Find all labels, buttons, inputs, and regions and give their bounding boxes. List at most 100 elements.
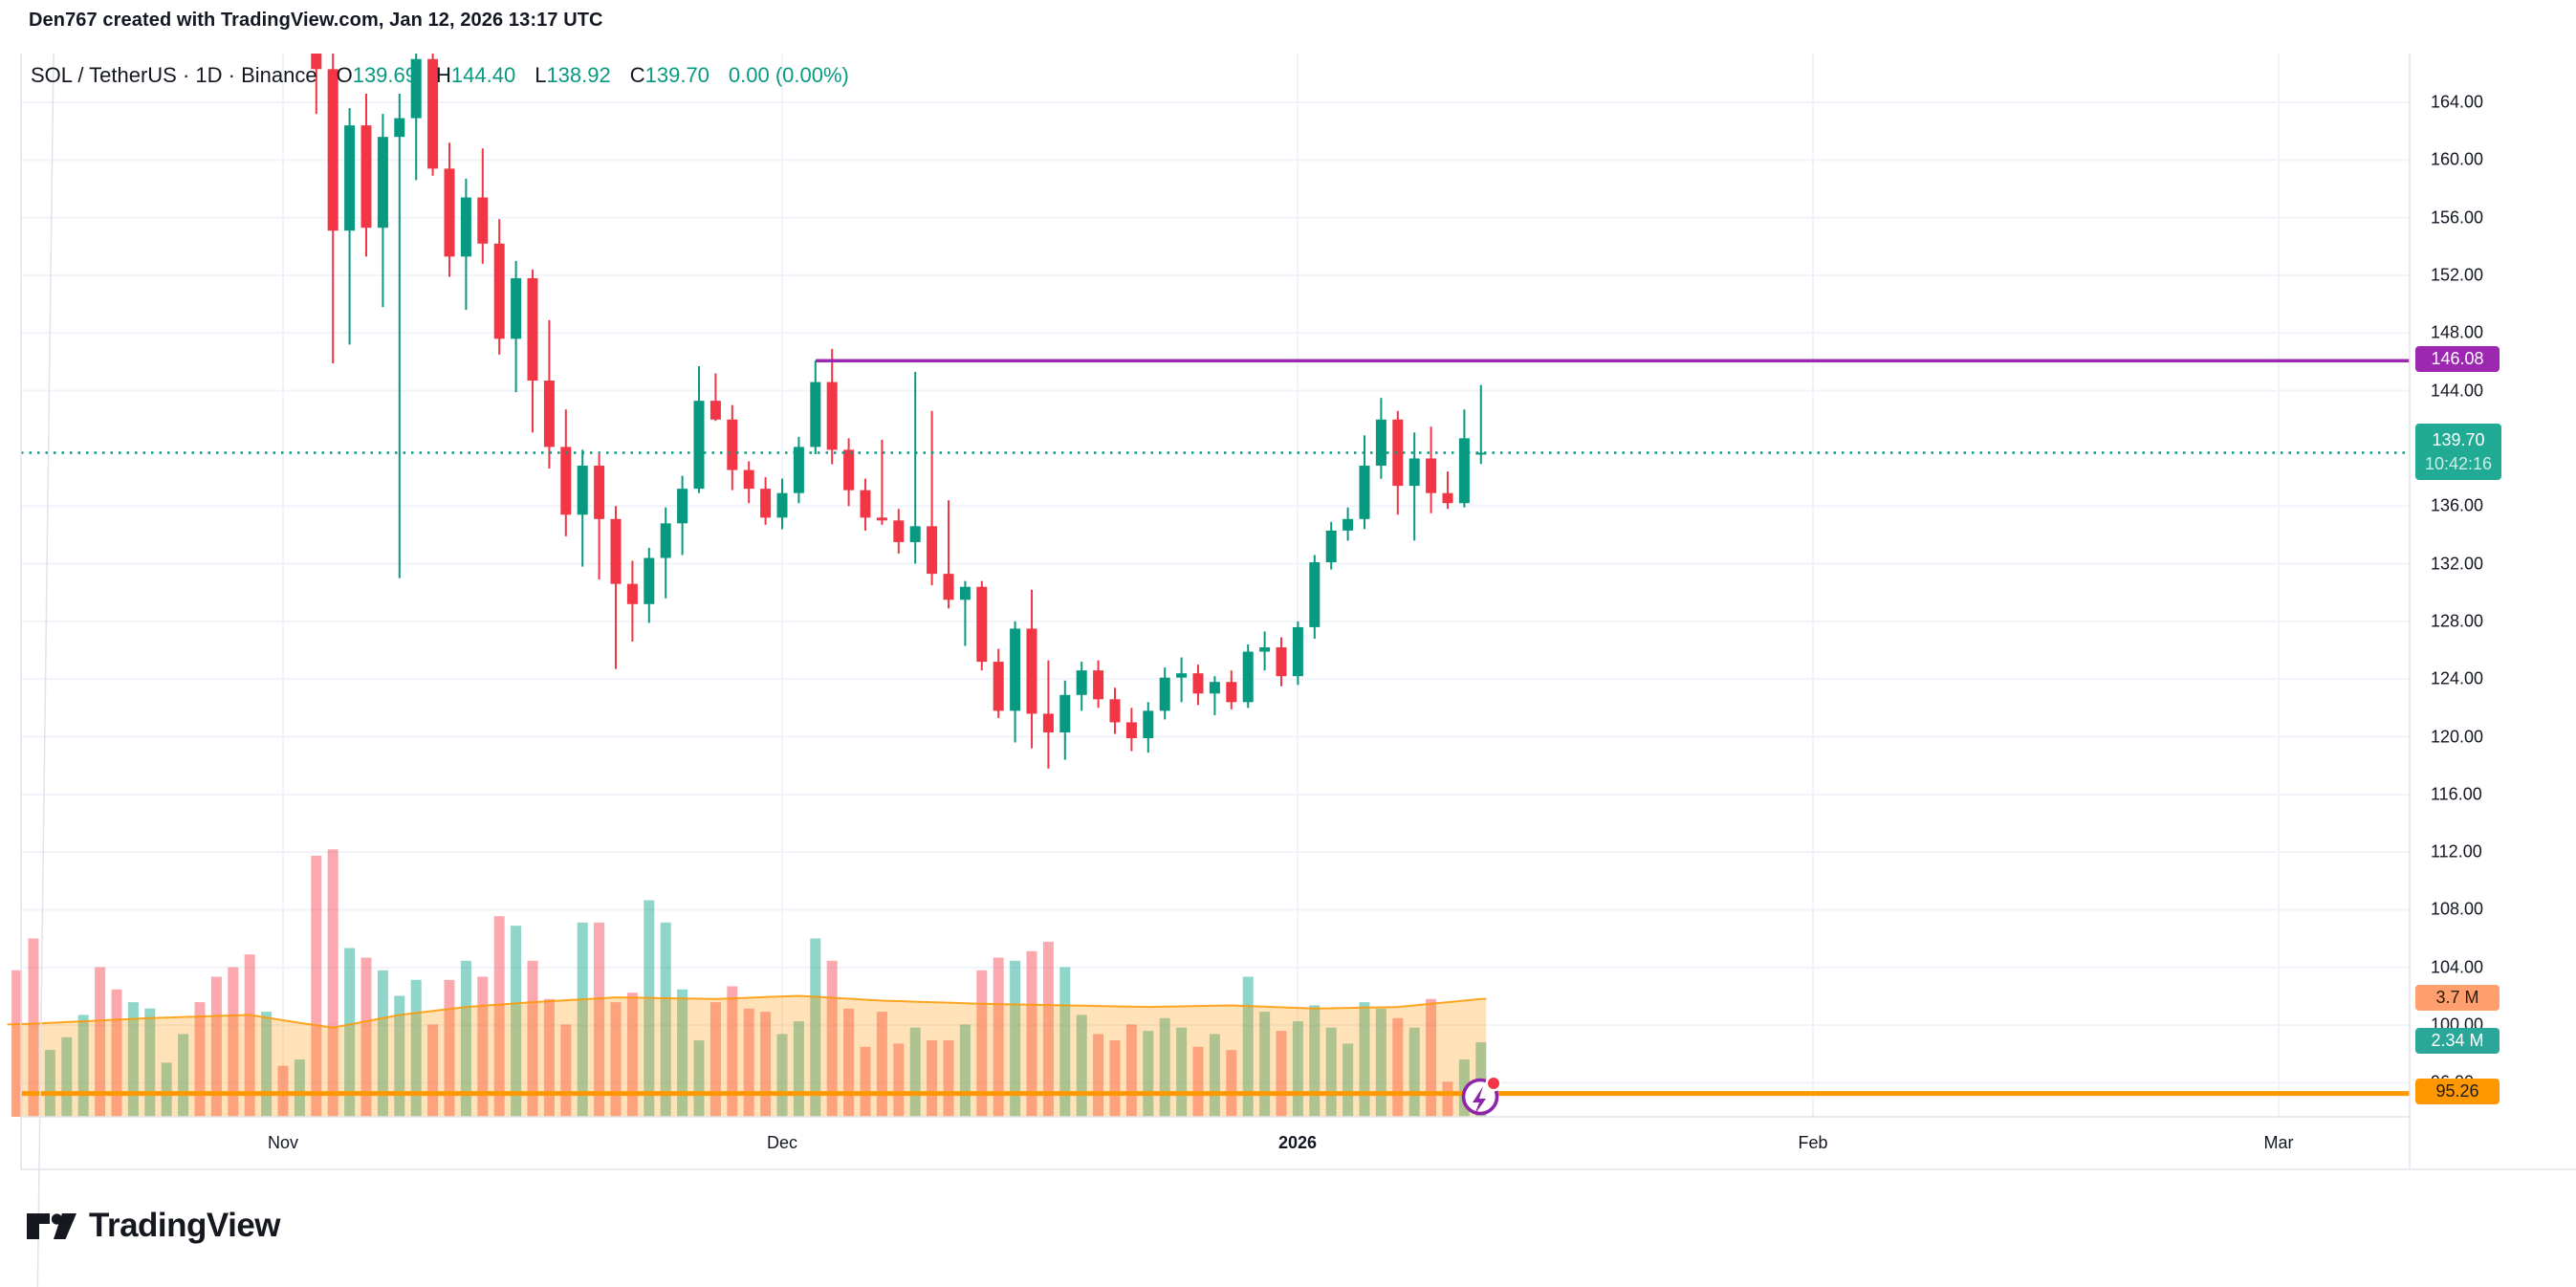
candle-body: [909, 526, 921, 542]
attribution-header: Den767 created with TradingView.com, Jan…: [29, 10, 603, 31]
volume-bar: [677, 989, 688, 1117]
volume-bar: [344, 948, 356, 1117]
candle-body: [1076, 670, 1087, 695]
volume-bar: [610, 1002, 622, 1117]
volume-bar: [1159, 1017, 1170, 1117]
bar-countdown: 10:42:16: [2425, 453, 2493, 473]
volume-bar: [144, 1008, 156, 1117]
volume-bar: [843, 1008, 855, 1117]
candle-body: [893, 520, 905, 542]
volume-bar: [743, 1008, 754, 1117]
volume-bar: [927, 1040, 938, 1117]
resistance-price-tag[interactable]: 146.08: [2415, 346, 2500, 373]
volume-bar: [760, 1012, 772, 1117]
volume-bar: [943, 1040, 954, 1117]
volume-bar: [1309, 1005, 1321, 1117]
legend-low: L138.92: [535, 63, 611, 87]
candle-body: [477, 197, 489, 244]
price-axis[interactable]: 164.00 160.00 156.00 152.00 148.00 144.00 136.…: [2411, 54, 2576, 1169]
candle-body: [626, 583, 638, 604]
price-tick-label: 152.00: [2431, 265, 2484, 285]
candle-body: [1109, 699, 1121, 723]
volume-bar: [493, 916, 505, 1117]
candle-body: [1125, 722, 1137, 739]
volume-ma-line: [7, 994, 1487, 1029]
candle-body: [927, 526, 938, 575]
candle-body: [1343, 518, 1354, 531]
candle-body: [1259, 647, 1271, 652]
volume-ma-tag[interactable]: 3.7 M: [2415, 984, 2500, 1011]
legend-high: H144.40: [436, 63, 516, 87]
volume-bar: [959, 1024, 971, 1117]
candle-body: [1192, 673, 1204, 694]
symbol-title[interactable]: SOL / TetherUS · 1D · Binance: [31, 63, 317, 87]
volume-bar: [543, 998, 555, 1117]
candle-body: [943, 574, 954, 600]
candle-body: [1408, 458, 1420, 487]
candle-body: [1226, 682, 1237, 703]
candle-body: [1010, 628, 1021, 711]
volume-bar: [1442, 1081, 1453, 1117]
tradingview-logo-mark: [27, 1212, 76, 1239]
tradingview-logo[interactable]: TradingView: [27, 1207, 281, 1245]
volume-bar: [311, 855, 322, 1117]
volume-bar: [860, 1046, 871, 1117]
volume-ma-area: [7, 995, 1487, 1117]
candle-body: [677, 489, 688, 524]
volume-bar: [626, 993, 638, 1117]
price-tick-label: 128.00: [2431, 611, 2484, 631]
candle-body: [876, 517, 887, 521]
price-tick-label: 144.00: [2431, 381, 2484, 401]
volume-bar: [1359, 1002, 1370, 1117]
candle-body: [327, 69, 338, 231]
candle-body: [610, 518, 622, 584]
time-tick-label: Nov: [267, 1133, 299, 1152]
volume-last-tag[interactable]: 2.34 M: [2415, 1028, 2500, 1055]
lightning-bolt-glyph: [1473, 1086, 1486, 1115]
candle-body: [843, 449, 855, 491]
volume-bar: [793, 1021, 804, 1117]
price-tick-label: 136.00: [2431, 495, 2484, 515]
volume-bar: [511, 926, 522, 1117]
candle-body: [1242, 651, 1254, 703]
support-price-tag[interactable]: 95.26: [2415, 1078, 2500, 1104]
candle-body: [1426, 458, 1437, 493]
last-price-value: 139.70: [2432, 430, 2485, 450]
candle-body: [493, 243, 505, 339]
volume-bar: [194, 1002, 206, 1117]
volume-bar: [1375, 1008, 1386, 1117]
legend-open: O139.69: [336, 63, 417, 87]
volume-bar: [527, 960, 538, 1117]
volume-bar: [893, 1043, 905, 1117]
candle-body: [1159, 677, 1170, 711]
candle-body: [1458, 438, 1470, 504]
alert-lightning-icon[interactable]: [1454, 1071, 1512, 1124]
volume-bar: [28, 938, 39, 1117]
candle-body: [1359, 466, 1370, 519]
volume-bar: [644, 900, 655, 1117]
candle-body: [743, 469, 754, 490]
candle-body: [1276, 647, 1287, 677]
candle-body: [976, 586, 988, 663]
volume-bar: [228, 967, 239, 1117]
price-tick-label: 120.00: [2431, 727, 2484, 747]
volume-bar: [410, 979, 422, 1117]
volume-bar: [1259, 1012, 1271, 1117]
price-tick-label: 108.00: [2431, 899, 2484, 919]
volume-bar: [660, 922, 671, 1117]
volume-bar: [826, 960, 838, 1117]
candle-body: [826, 382, 838, 450]
volume-bar: [1276, 1031, 1287, 1117]
candle-body: [1042, 713, 1054, 732]
time-tick-label: Feb: [1798, 1133, 1828, 1152]
volume-bar: [427, 1024, 439, 1117]
volume-bar: [360, 957, 372, 1117]
volume-bar: [444, 979, 455, 1117]
candle-body: [709, 401, 721, 420]
volume-bar: [693, 1040, 705, 1117]
volume-bar: [776, 1034, 788, 1117]
volume-bar: [77, 1014, 89, 1117]
volume-bar: [327, 849, 338, 1117]
last-price-tag[interactable]: 139.70 10:42:16: [2415, 424, 2502, 481]
